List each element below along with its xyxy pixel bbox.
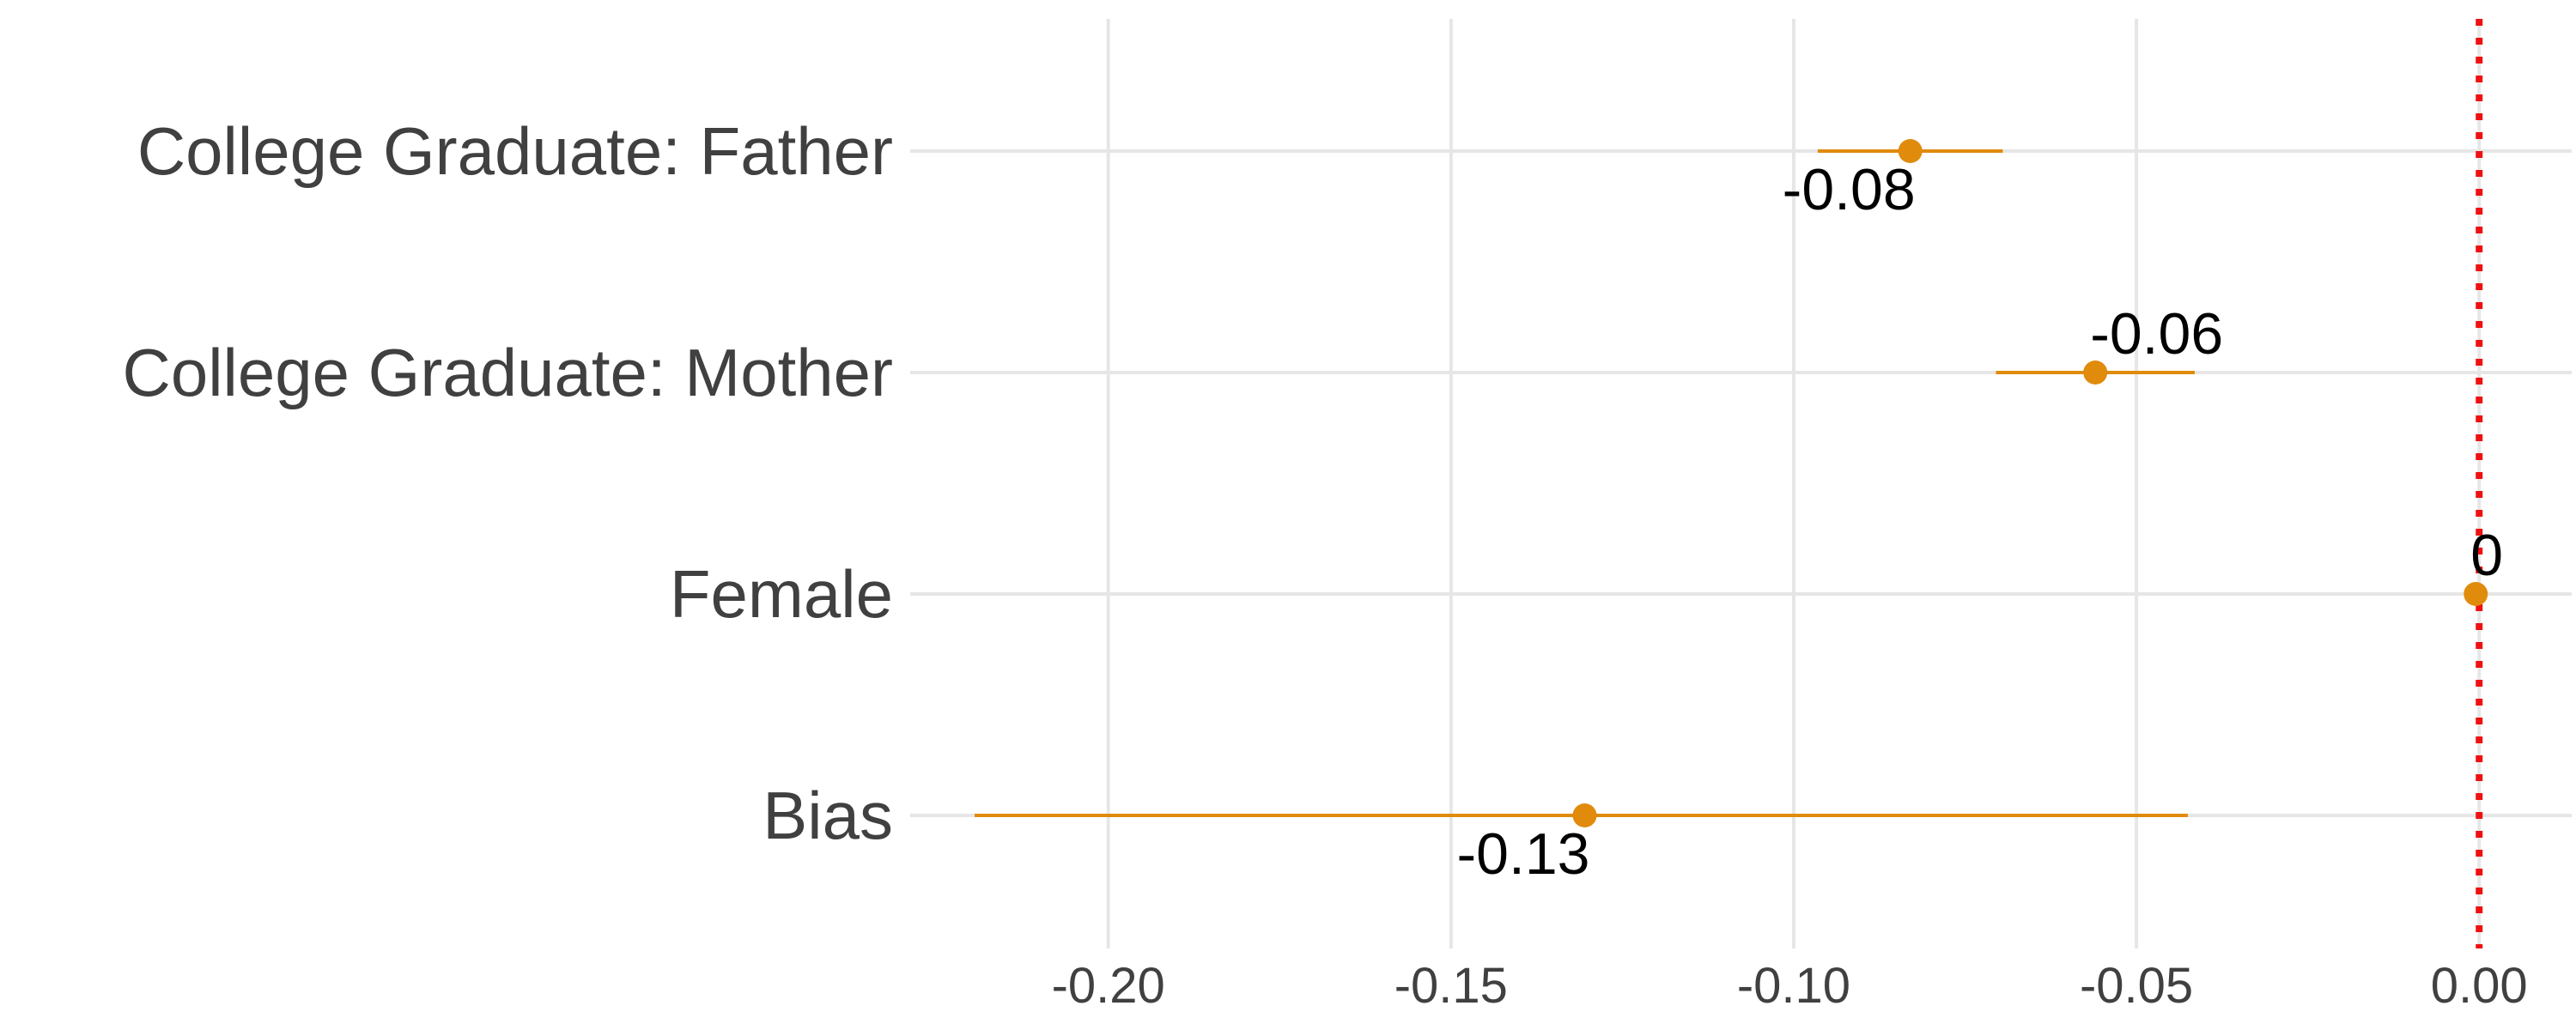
category-label: Female (670, 556, 893, 632)
labels-layer: -0.20 -0.15 -0.10 -0.05 0.00 College Graduate… (123, 113, 2528, 1014)
estimate-point (2083, 360, 2108, 385)
x-tick-label: -0.15 (1394, 958, 1508, 1014)
category-label: College Graduate: Mother (123, 335, 894, 410)
x-tick-label: -0.10 (1737, 958, 1850, 1014)
grid-layer (910, 19, 2572, 948)
category-label: Bias (762, 778, 893, 853)
x-tick-label: -0.05 (2080, 958, 2193, 1014)
x-tick-label: 0.00 (2431, 958, 2528, 1014)
data-label: -0.13 (1456, 821, 1589, 887)
estimate-point (2464, 582, 2488, 606)
data-label: -0.08 (1783, 157, 1916, 222)
estimate-point (1572, 803, 1597, 827)
estimate-point (1898, 139, 1923, 163)
marks-layer (975, 139, 2488, 827)
data-label: -0.06 (2090, 301, 2223, 367)
category-label: College Graduate: Father (137, 113, 893, 189)
data-label: 0 (2470, 523, 2503, 588)
x-tick-label: -0.20 (1052, 958, 1165, 1014)
